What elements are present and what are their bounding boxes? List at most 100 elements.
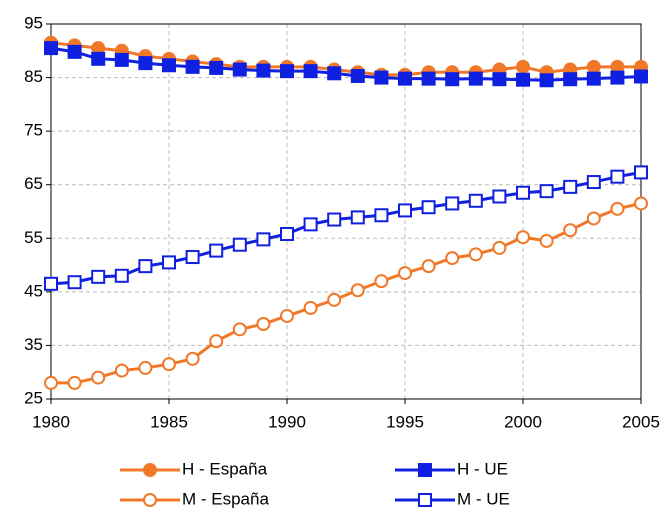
data-point xyxy=(138,360,153,375)
data-point xyxy=(44,276,58,291)
data-point xyxy=(445,196,460,211)
data-point xyxy=(67,44,82,59)
data-point xyxy=(138,259,153,274)
data-point xyxy=(516,72,530,87)
data-point xyxy=(303,64,318,79)
y-tick-label: 45 xyxy=(24,281,43,300)
x-tick-label: 2005 xyxy=(622,412,660,431)
data-point xyxy=(280,227,294,241)
x-tick-label: 1995 xyxy=(386,412,424,431)
data-point xyxy=(586,71,601,86)
data-point xyxy=(445,251,460,266)
data-point xyxy=(114,52,129,67)
y-tick-label: 85 xyxy=(24,67,43,86)
data-point xyxy=(468,71,483,86)
data-point xyxy=(586,59,601,74)
data-point xyxy=(563,72,578,87)
series-line xyxy=(51,202,642,385)
data-point xyxy=(586,175,601,190)
data-point xyxy=(516,185,530,200)
data-point xyxy=(114,268,129,283)
data-point xyxy=(67,375,82,390)
data-point xyxy=(516,230,530,245)
data-point xyxy=(610,201,625,216)
data-point xyxy=(256,63,271,78)
data-point xyxy=(634,69,648,84)
data-point xyxy=(445,72,460,87)
y-tick-label: 35 xyxy=(24,335,43,354)
data-point xyxy=(327,292,342,307)
plot-area xyxy=(50,23,642,400)
data-point xyxy=(421,71,436,86)
data-point xyxy=(232,322,247,337)
data-point xyxy=(398,203,412,218)
y-tick-label: 25 xyxy=(24,388,43,407)
y-tick-label: 55 xyxy=(24,228,43,247)
data-point xyxy=(421,259,436,274)
data-point xyxy=(162,255,176,270)
data-point xyxy=(162,58,176,73)
data-point xyxy=(610,70,625,85)
data-point xyxy=(586,211,601,226)
data-point xyxy=(539,184,554,199)
data-point xyxy=(185,250,200,265)
legend-label: H - España xyxy=(182,459,268,478)
x-tick-label: 1990 xyxy=(268,412,306,431)
data-point xyxy=(374,208,389,223)
legend-marker xyxy=(418,493,432,507)
data-point xyxy=(398,266,412,281)
data-point xyxy=(421,200,436,215)
data-point xyxy=(492,189,507,204)
y-tick-label: 65 xyxy=(24,174,43,193)
data-point xyxy=(256,317,271,331)
data-point xyxy=(185,59,200,74)
data-point xyxy=(327,212,342,227)
data-point xyxy=(374,274,389,289)
data-point xyxy=(91,370,106,385)
data-point xyxy=(468,247,483,262)
legend-marker xyxy=(143,463,157,477)
data-point xyxy=(634,196,648,211)
data-point xyxy=(492,72,507,87)
data-point xyxy=(114,363,129,378)
data-point xyxy=(44,41,58,56)
data-point xyxy=(209,334,224,349)
legend-label: M - España xyxy=(182,489,269,508)
data-point xyxy=(327,66,342,81)
data-point xyxy=(162,357,176,372)
data-point xyxy=(468,193,483,208)
data-point xyxy=(492,240,507,255)
data-point xyxy=(516,59,530,74)
data-point xyxy=(634,165,648,180)
data-point xyxy=(44,375,58,390)
x-tick-label: 1985 xyxy=(150,412,188,431)
y-tick-label: 75 xyxy=(24,121,43,140)
data-point xyxy=(374,70,389,85)
data-point xyxy=(539,233,554,248)
data-point xyxy=(209,60,224,75)
data-point xyxy=(256,232,271,247)
data-point xyxy=(185,351,200,366)
y-tick-label: 95 xyxy=(24,13,43,32)
data-point xyxy=(539,73,554,88)
data-point xyxy=(303,217,318,232)
data-point xyxy=(232,237,247,252)
data-point xyxy=(610,169,625,184)
data-point xyxy=(91,269,106,284)
data-point xyxy=(280,64,294,79)
data-point xyxy=(350,283,365,298)
data-point xyxy=(563,223,578,238)
data-point xyxy=(280,308,294,323)
legend-marker xyxy=(418,463,432,477)
data-point xyxy=(350,68,365,83)
data-point xyxy=(138,56,153,71)
data-point xyxy=(398,71,412,86)
x-tick-label: 1980 xyxy=(32,412,70,431)
data-point xyxy=(232,62,247,77)
x-tick-label: 2000 xyxy=(504,412,542,431)
legend-label: H - UE xyxy=(457,459,508,478)
data-point xyxy=(91,51,106,66)
legend-label: M - UE xyxy=(457,489,510,508)
data-point xyxy=(67,275,82,290)
